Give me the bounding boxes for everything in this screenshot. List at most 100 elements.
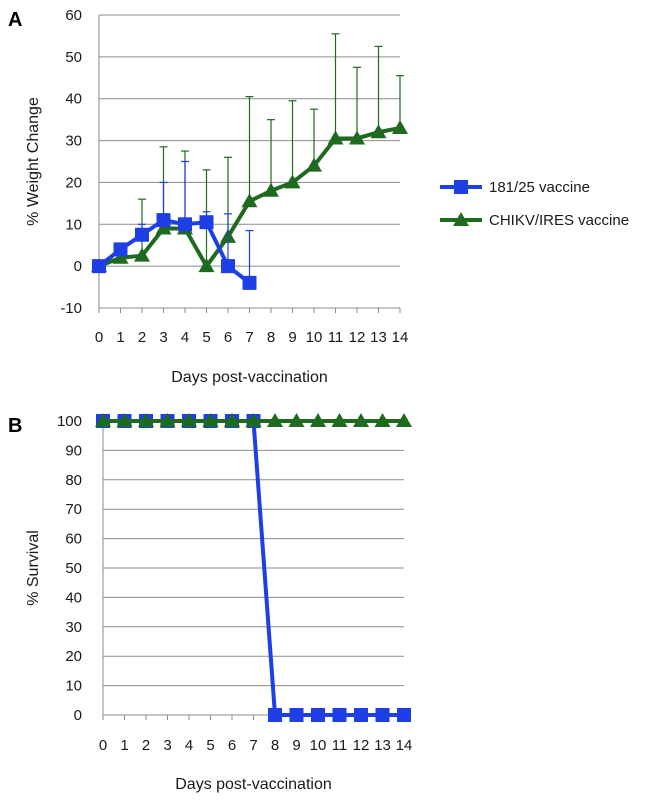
data-point <box>268 708 282 722</box>
data-point <box>310 413 326 427</box>
x-tick-label: 13 <box>374 737 391 754</box>
x-tick-label: 10 <box>306 329 323 346</box>
panel-label: B <box>8 415 22 437</box>
y-tick-label: 0 <box>74 258 82 275</box>
x-tick-label: 14 <box>396 737 413 754</box>
y-tick-label: -10 <box>60 300 82 317</box>
data-point <box>221 259 235 274</box>
x-tick-label: 2 <box>142 737 150 754</box>
x-tick-label: 14 <box>392 329 409 346</box>
data-point <box>349 130 365 145</box>
x-tick-label: 0 <box>99 737 107 754</box>
x-tick-label: 8 <box>271 737 279 754</box>
x-tick-label: 2 <box>138 329 146 346</box>
data-point <box>374 413 391 427</box>
data-point <box>331 413 348 427</box>
x-tick-label: 1 <box>120 737 128 754</box>
x-axis-label: Days post-vaccination <box>175 776 332 793</box>
y-tick-label: 10 <box>65 678 82 695</box>
x-tick-label: 6 <box>224 329 232 346</box>
data-point <box>375 708 390 722</box>
x-tick-label: 11 <box>328 329 344 346</box>
data-point <box>113 242 128 257</box>
data-point <box>156 213 171 228</box>
x-tick-label: 4 <box>185 737 193 754</box>
data-point <box>306 157 322 172</box>
y-tick-label: 40 <box>65 91 82 108</box>
x-tick-label: 13 <box>370 329 387 346</box>
y-tick-label: 80 <box>65 472 82 489</box>
data-point <box>288 413 305 427</box>
data-point <box>155 220 172 235</box>
y-tick-label: 50 <box>65 560 82 577</box>
y-tick-label: 90 <box>65 442 82 459</box>
panel-label: A <box>8 9 22 31</box>
y-tick-label: 60 <box>65 531 82 548</box>
x-tick-label: 7 <box>249 737 257 754</box>
legend-marker <box>453 212 469 226</box>
data-point <box>241 193 258 208</box>
y-tick-label: 20 <box>65 648 82 665</box>
data-point <box>332 708 347 722</box>
y-tick-label: 50 <box>65 49 82 66</box>
x-tick-label: 1 <box>116 329 124 346</box>
data-point <box>138 413 154 427</box>
data-point <box>134 247 150 262</box>
y-tick-label: 70 <box>65 501 82 518</box>
data-point <box>327 130 344 145</box>
y-tick-label: 20 <box>65 174 82 191</box>
x-tick-label: 9 <box>288 329 296 346</box>
y-tick-label: 100 <box>57 413 82 430</box>
data-point <box>135 227 149 242</box>
x-tick-label: 4 <box>181 329 189 346</box>
data-point <box>224 413 240 427</box>
x-tick-label: 0 <box>95 329 103 346</box>
y-tick-label: 10 <box>65 216 82 233</box>
data-point <box>289 708 304 722</box>
data-point <box>92 259 106 274</box>
y-tick-label: 30 <box>65 619 82 636</box>
legend-label: CHIKV/IRES vaccine <box>489 212 629 229</box>
x-tick-label: 7 <box>245 329 253 346</box>
data-point <box>370 124 387 139</box>
legend: 181/25 vaccine CHIKV/IRES vaccine <box>440 179 629 229</box>
data-point <box>263 182 279 197</box>
data-point <box>353 413 369 427</box>
data-point <box>392 120 408 135</box>
y-axis-label: % Survival <box>25 530 42 606</box>
data-point <box>396 413 412 427</box>
data-point <box>116 413 133 427</box>
x-tick-label: 9 <box>292 737 300 754</box>
x-tick-label: 5 <box>206 737 214 754</box>
data-point <box>245 413 262 427</box>
x-tick-label: 3 <box>163 737 171 754</box>
data-point <box>95 413 111 427</box>
data-point <box>284 174 301 189</box>
data-point <box>198 258 215 273</box>
legend-label: 181/25 vaccine <box>489 179 590 196</box>
x-tick-label: 3 <box>159 329 167 346</box>
data-point <box>202 413 219 427</box>
data-point <box>354 708 368 722</box>
data-point <box>112 249 129 264</box>
data-point <box>159 413 176 427</box>
series-181-25 <box>92 160 257 290</box>
y-tick-label: 30 <box>65 133 82 150</box>
x-tick-label: 6 <box>228 737 236 754</box>
x-tick-label: 12 <box>353 737 370 754</box>
x-tick-label: 10 <box>310 737 327 754</box>
x-tick-label: 12 <box>349 329 366 346</box>
legend-marker <box>454 180 468 194</box>
data-point <box>311 708 325 722</box>
data-point <box>397 708 411 722</box>
series-chikv-ires <box>95 413 412 427</box>
y-axis-label: % Weight Change <box>25 97 42 226</box>
data-point <box>181 413 197 427</box>
y-tick-label: 0 <box>74 707 82 724</box>
x-tick-label: 8 <box>267 329 275 346</box>
data-point <box>267 413 283 427</box>
